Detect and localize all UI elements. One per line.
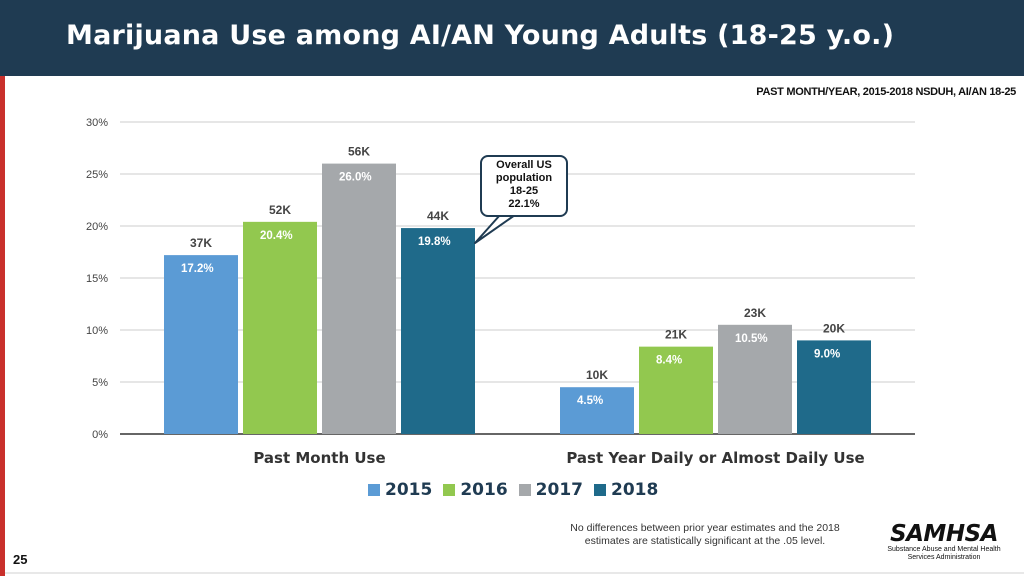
category-label: Past Year Daily or Almost Daily Use bbox=[566, 449, 864, 467]
legend-item-2015: 2015 bbox=[368, 480, 432, 500]
bar-count-label: 52K bbox=[269, 203, 291, 217]
legend-item-2018: 2018 bbox=[593, 480, 659, 500]
bar-value-label: 26.0% bbox=[339, 172, 372, 184]
source-note: PAST MONTH/YEAR, 2015-2018 NSDUH, AI/AN … bbox=[756, 86, 1016, 98]
bar-count-label: 20K bbox=[823, 321, 845, 335]
callout-pointer bbox=[474, 214, 516, 244]
logo-subtitle: Services Administration bbox=[907, 554, 981, 561]
logo-subtitle: Substance Abuse and Mental Health bbox=[887, 546, 1001, 553]
legend-label: 2017 bbox=[535, 480, 583, 500]
bar-count-label: 37K bbox=[190, 236, 212, 250]
bar bbox=[164, 255, 238, 434]
title-bar: Marijuana Use among AI/AN Young Adults (… bbox=[0, 0, 1024, 76]
y-tick-label: 0% bbox=[92, 429, 108, 441]
legend-swatch bbox=[518, 484, 531, 496]
footnote-line: No differences between prior year estima… bbox=[570, 522, 840, 534]
footnote-line: estimates are statistically significant … bbox=[584, 535, 826, 547]
y-tick-label: 25% bbox=[86, 169, 108, 181]
bar bbox=[322, 163, 396, 434]
bar-count-label: 23K bbox=[744, 306, 766, 320]
legend-swatch bbox=[368, 484, 380, 496]
y-tick-label: 5% bbox=[92, 377, 108, 389]
chart-legend: 2015 2016 2017 2018 bbox=[368, 480, 669, 500]
bottom-divider bbox=[5, 572, 1024, 574]
bar-value-label: 8.4% bbox=[656, 355, 682, 367]
bar bbox=[243, 221, 317, 434]
bar-count-label: 21K bbox=[665, 328, 687, 342]
category-label: Past Month Use bbox=[253, 449, 385, 467]
overall-us-callout: Overall US population 18-25 22.1% bbox=[480, 155, 568, 217]
left-accent-bar bbox=[0, 76, 5, 576]
logo-wordmark: SAMHSA bbox=[890, 521, 998, 547]
y-tick-label: 10% bbox=[86, 325, 108, 337]
bar-count-label: 10K bbox=[586, 368, 608, 382]
bar-value-label: 20.4% bbox=[260, 230, 293, 242]
bar-value-label: 10.5% bbox=[735, 333, 768, 345]
bar bbox=[639, 346, 713, 434]
significance-footnote: No differences between prior year estima… bbox=[560, 522, 850, 548]
bar bbox=[560, 387, 634, 434]
bar bbox=[401, 228, 475, 434]
bar-count-label: 56K bbox=[348, 145, 370, 159]
legend-label: 2015 bbox=[385, 480, 433, 500]
callout-line: Overall US bbox=[496, 159, 552, 171]
legend-item-2017: 2017 bbox=[518, 480, 583, 500]
legend-swatch bbox=[443, 484, 456, 496]
bar-count-label: 44K bbox=[427, 209, 449, 223]
bar-value-label: 17.2% bbox=[181, 263, 214, 275]
bar-value-label: 19.8% bbox=[418, 236, 451, 248]
legend-label: 2018 bbox=[610, 480, 659, 500]
y-tick-label: 15% bbox=[86, 273, 108, 285]
bar bbox=[797, 340, 871, 434]
legend-label: 2016 bbox=[460, 480, 508, 500]
samhsa-logo: SAMHSA Substance Abuse and Mental Health… bbox=[884, 522, 1004, 562]
callout-line: population bbox=[495, 172, 553, 184]
page-title: Marijuana Use among AI/AN Young Adults (… bbox=[66, 20, 895, 51]
y-tick-label: 20% bbox=[86, 221, 108, 233]
y-tick-label: 30% bbox=[86, 117, 108, 129]
callout-line: 18-25 bbox=[509, 185, 539, 197]
bar bbox=[718, 324, 792, 434]
page-number: 25 bbox=[13, 552, 28, 567]
legend-item-2016: 2016 bbox=[443, 480, 508, 500]
callout-line: 22.1% bbox=[508, 198, 540, 210]
bar-value-label: 9.0% bbox=[814, 348, 840, 360]
legend-swatch bbox=[593, 484, 606, 496]
bar-value-label: 4.5% bbox=[577, 395, 603, 407]
